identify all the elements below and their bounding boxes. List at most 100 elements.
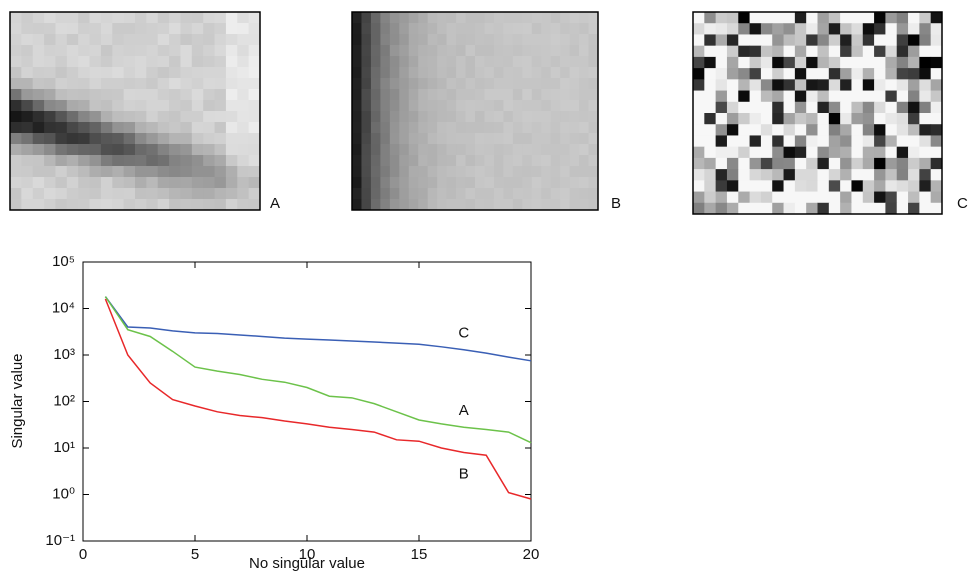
pixel: [862, 101, 875, 114]
pixel: [749, 101, 762, 114]
pixel: [896, 146, 909, 159]
pixel: [579, 144, 590, 156]
pixel: [896, 202, 909, 215]
pixel: [10, 111, 22, 123]
pixel: [908, 45, 920, 58]
image-c: [693, 12, 943, 215]
pixel: [237, 12, 250, 24]
pixel: [550, 133, 561, 145]
pixel: [180, 199, 193, 211]
pixel: [760, 113, 773, 125]
pixel: [191, 34, 204, 46]
pixel: [203, 199, 216, 211]
pixel: [493, 67, 504, 79]
pixel: [248, 78, 261, 90]
pixel: [191, 199, 204, 211]
pixel: [157, 144, 170, 156]
pixel: [180, 111, 193, 123]
pixel: [484, 199, 495, 211]
pixel: [522, 133, 533, 145]
pixel: [794, 113, 807, 125]
pixel: [399, 78, 410, 90]
pixel: [44, 34, 56, 46]
pixel: [704, 68, 717, 80]
pixel: [21, 122, 34, 134]
pixel: [715, 113, 728, 125]
pixel: [418, 12, 429, 24]
pixel: [446, 34, 457, 46]
pixel: [408, 12, 419, 24]
pixel: [169, 34, 181, 46]
pixel: [169, 188, 181, 200]
pixel: [408, 155, 419, 167]
pixel: [370, 166, 381, 178]
pixel: [493, 166, 504, 178]
pixel: [840, 90, 852, 103]
pixel: [389, 199, 400, 211]
pixel: [123, 45, 136, 57]
x-tick-label: 10: [299, 546, 316, 563]
pixel: [919, 56, 932, 69]
pixel: [361, 199, 372, 211]
pixel: [361, 45, 372, 57]
pixel: [851, 157, 864, 170]
pixel: [760, 90, 773, 103]
pixel: [157, 177, 170, 189]
pixel: [531, 67, 542, 79]
pixel: [214, 56, 227, 68]
pixel: [135, 122, 147, 134]
pixel: [389, 177, 400, 189]
pixel: [484, 155, 495, 167]
pixel: [541, 177, 552, 189]
pixel: [180, 67, 193, 79]
pixel: [588, 12, 599, 24]
pixel: [493, 199, 504, 211]
pixel: [919, 79, 932, 92]
pixel: [919, 34, 932, 47]
pixel: [437, 133, 448, 145]
pixel: [484, 67, 495, 79]
pixel: [772, 180, 785, 193]
pixel: [370, 133, 381, 145]
pixel: [862, 157, 875, 170]
pixel: [380, 155, 391, 167]
pixel: [512, 144, 523, 156]
pixel: [704, 79, 717, 92]
pixel: [66, 188, 79, 200]
pixel: [370, 155, 381, 167]
pixel: [446, 12, 457, 24]
pixel: [21, 166, 34, 178]
pixel: [738, 135, 751, 148]
pixel: [399, 177, 410, 189]
pixel: [408, 78, 419, 90]
pixel: [89, 89, 102, 101]
pixel: [806, 124, 818, 136]
pixel: [503, 78, 514, 90]
pixel: [225, 122, 238, 134]
pixel: [191, 111, 204, 123]
pixel: [248, 34, 261, 46]
pixel: [446, 111, 457, 123]
pixel: [225, 78, 238, 90]
pixel: [32, 177, 45, 189]
pixel: [157, 45, 170, 57]
pixel: [465, 78, 476, 90]
pixel: [214, 188, 227, 200]
pixel: [588, 100, 599, 112]
pixel: [352, 133, 362, 145]
pixel: [738, 23, 751, 35]
pixel: [828, 113, 841, 125]
pixel: [389, 144, 400, 156]
pixel: [203, 45, 216, 57]
pixel: [248, 166, 261, 178]
pixel: [135, 133, 147, 145]
pixel: [738, 45, 751, 58]
pixel: [427, 34, 438, 46]
pixel: [399, 155, 410, 167]
pixel: [10, 34, 22, 46]
pixel: [437, 67, 448, 79]
pixel: [203, 12, 216, 24]
pixel: [157, 155, 170, 167]
pixel: [380, 89, 391, 101]
pixel: [862, 202, 875, 215]
